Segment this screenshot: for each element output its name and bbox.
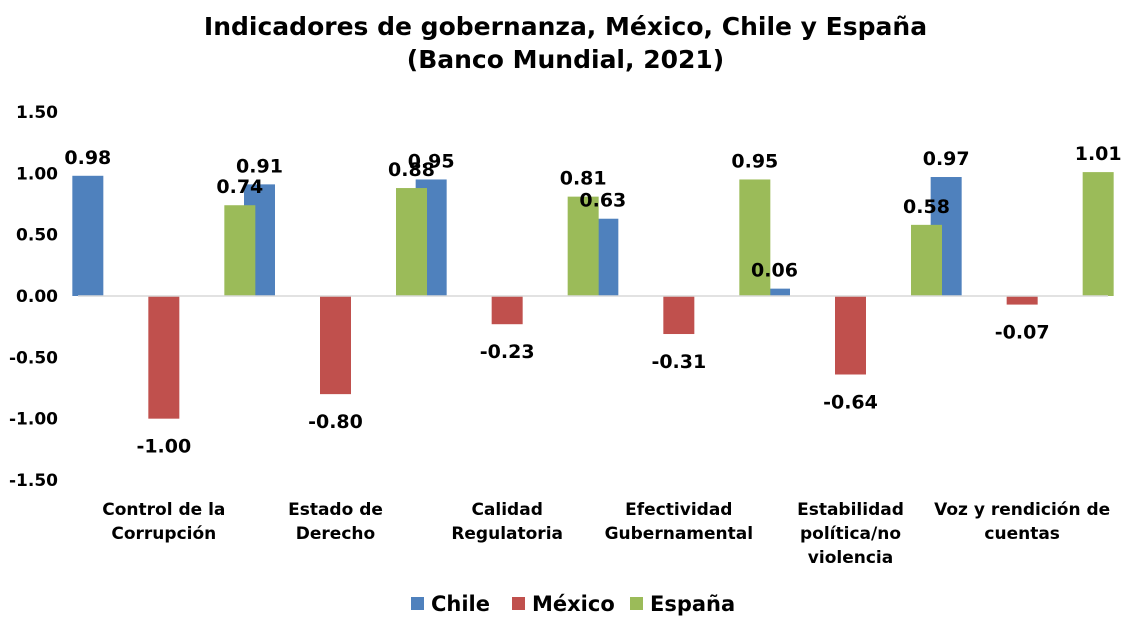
legend: Chile México España [411,592,735,616]
category-label: Voz y rendición de [934,500,1110,520]
x-axis-categories: Control de la Corrupción Estado de Derecho C… [102,500,1110,568]
category-label: cuentas [984,524,1060,544]
legend-swatch-chile [411,597,424,610]
y-tick-label: -0.50 [9,348,58,368]
data-label: 0.95 [731,150,778,172]
bar-españa [911,224,942,296]
bar-méxico [320,296,351,395]
y-tick-label: 1.50 [16,103,58,123]
legend-label: México [532,592,615,616]
legend-swatch-méxico [512,597,525,610]
category-label: Estado de [288,500,383,520]
bar-españa [1082,172,1114,296]
data-label: 0.88 [388,159,435,181]
y-axis: 1.50 1.00 0.50 0.00 -0.50 -1.00 -1.50 [9,103,58,491]
chart-title: Indicadores de gobernanza, México, Chile… [0,10,1131,76]
bar-chile [759,288,790,296]
data-label: -0.23 [480,341,535,363]
data-label: 1.01 [1075,143,1122,165]
data-label: 0.98 [64,147,111,169]
data-label: -0.64 [823,392,878,414]
category-label: Estabilidad [797,500,904,520]
bar-españa [739,179,771,296]
bar-españa [567,196,599,296]
data-label: -0.31 [651,351,706,373]
data-label: 0.58 [903,196,950,218]
data-label: -1.00 [136,436,191,458]
chart-title-line1: Indicadores de gobernanza, México, Chile… [203,12,928,41]
y-tick-label: 0.50 [16,226,58,246]
category-label: Regulatoria [451,524,563,544]
bar-méxico [835,296,866,375]
bar-méxico [148,296,180,419]
data-label: 0.97 [923,148,970,170]
data-label: 0.63 [579,190,626,212]
data-label: -0.07 [995,322,1050,344]
data-label: 0.06 [751,260,798,282]
bar-méxico [491,296,523,325]
y-tick-label: 0.00 [16,287,58,307]
y-tick-label: -1.50 [9,471,58,491]
y-tick-label: -1.00 [9,410,58,430]
category-label: política/no [800,524,901,544]
data-label: -0.80 [308,411,363,433]
y-tick-label: 1.00 [16,164,58,184]
data-label: 0.81 [560,168,607,190]
legend-swatch-españa [630,597,643,610]
bar-chile [72,175,104,296]
category-label: Derecho [296,524,375,544]
chart-title-line2: (Banco Mundial, 2021) [406,45,725,74]
bar-españa [396,188,427,296]
category-label: violencia [808,548,893,568]
bar-méxico [1006,296,1038,305]
data-label: 0.95 [408,150,455,172]
bar-españa [224,205,256,296]
legend-label: Chile [431,592,490,616]
category-label: Control de la [102,500,225,520]
bar-méxico [663,296,695,335]
bars [72,172,1114,419]
category-label: Calidad [471,500,542,520]
category-label: Efectividad [625,500,732,520]
category-label: Corrupción [111,524,216,544]
data-label: 0.74 [216,176,263,198]
data-labels: 0.98 0.91 0.95 0.63 0.06 0.97 -1.00 -0.80 -0.23 -… [64,143,1121,458]
data-label: 0.91 [236,155,283,177]
category-label: Gubernamental [605,524,753,544]
legend-label: España [650,592,735,616]
